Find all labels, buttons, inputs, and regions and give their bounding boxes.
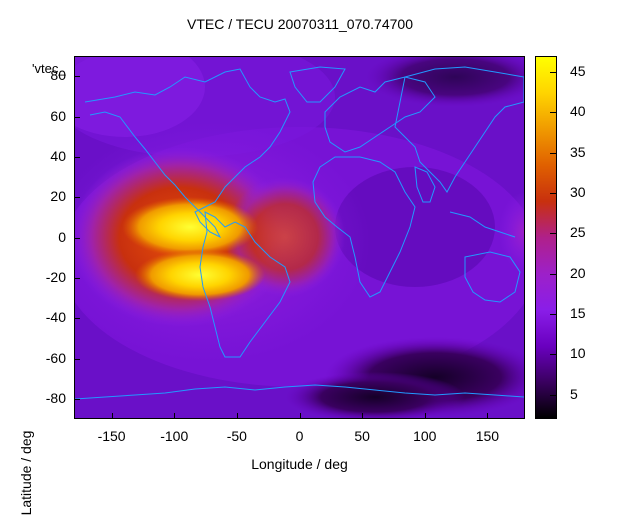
colorbar-tick-label: 5 [570,385,578,402]
x-tick-mark [299,413,301,419]
colorbar-tick-mark [550,394,556,396]
colorbar-tick-mark [550,193,556,195]
y-tick-label: -80 [45,389,66,406]
series-key: 'vtec_ [32,61,66,76]
map-plot-area [74,56,525,419]
vtec-heatmap [75,57,524,418]
x-axis-label: Longitude / deg [251,456,348,472]
colorbar-tick-mark [550,152,556,154]
x-tick-mark [424,413,426,419]
y-tick-mark [74,156,80,158]
y-tick-mark [74,76,80,78]
x-tick-mark [111,413,113,419]
x-tick-label: 100 [413,428,437,444]
x-tick-mark [487,413,489,419]
y-tick-label: 0 [58,228,66,245]
x-tick-mark [174,413,176,419]
chart-title: VTEC / TECU 20070311_070.74700 [187,16,413,32]
colorbar-tick-label: 30 [570,184,586,201]
y-tick-mark [74,398,80,400]
x-tick-mark [362,413,364,419]
y-tick-label: 20 [50,188,66,205]
colorbar [535,56,557,419]
x-tick-label: -100 [160,428,189,444]
x-tick-mark [236,413,238,419]
y-tick-mark [74,116,80,118]
y-tick-label: 60 [50,107,66,124]
colorbar-tick-label: 15 [570,305,586,322]
colorbar-tick-mark [550,72,556,74]
y-tick-mark [74,277,80,279]
colorbar-tick-mark [550,233,556,235]
x-tick-label: 150 [475,428,500,444]
y-tick-label: -20 [45,268,66,285]
y-tick-label: 40 [50,147,66,164]
y-tick-mark [74,318,80,320]
anomaly-crest-south [135,249,265,301]
coastlines [75,66,524,400]
colorbar-tick-label: 45 [570,63,586,80]
colorbar-tick-mark [550,273,556,275]
y-tick-mark [74,358,80,360]
colorbar-tick-label: 10 [570,345,586,362]
y-tick-mark [74,237,80,239]
colorbar-tick-mark [550,314,556,316]
colorbar-tick-mark [550,354,556,356]
x-tick-label: 0 [295,428,304,444]
colorbar-tick-label: 35 [570,143,586,160]
y-axis-label: Latitude / deg [18,430,34,515]
y-tick-label: -60 [45,349,66,366]
y-tick-label: 80 [50,67,66,84]
colorbar-tick-label: 20 [570,264,586,281]
colorbar-tick-label: 25 [570,224,586,241]
colorbar-tick-label: 40 [570,103,586,120]
colorbar-tick-mark [550,112,556,114]
anomaly-crest-north [122,197,258,257]
x-tick-label: -50 [226,428,247,444]
x-tick-label: -150 [97,428,126,444]
y-tick-mark [74,197,80,199]
x-tick-label: 50 [354,428,370,444]
y-tick-label: -40 [45,309,66,326]
